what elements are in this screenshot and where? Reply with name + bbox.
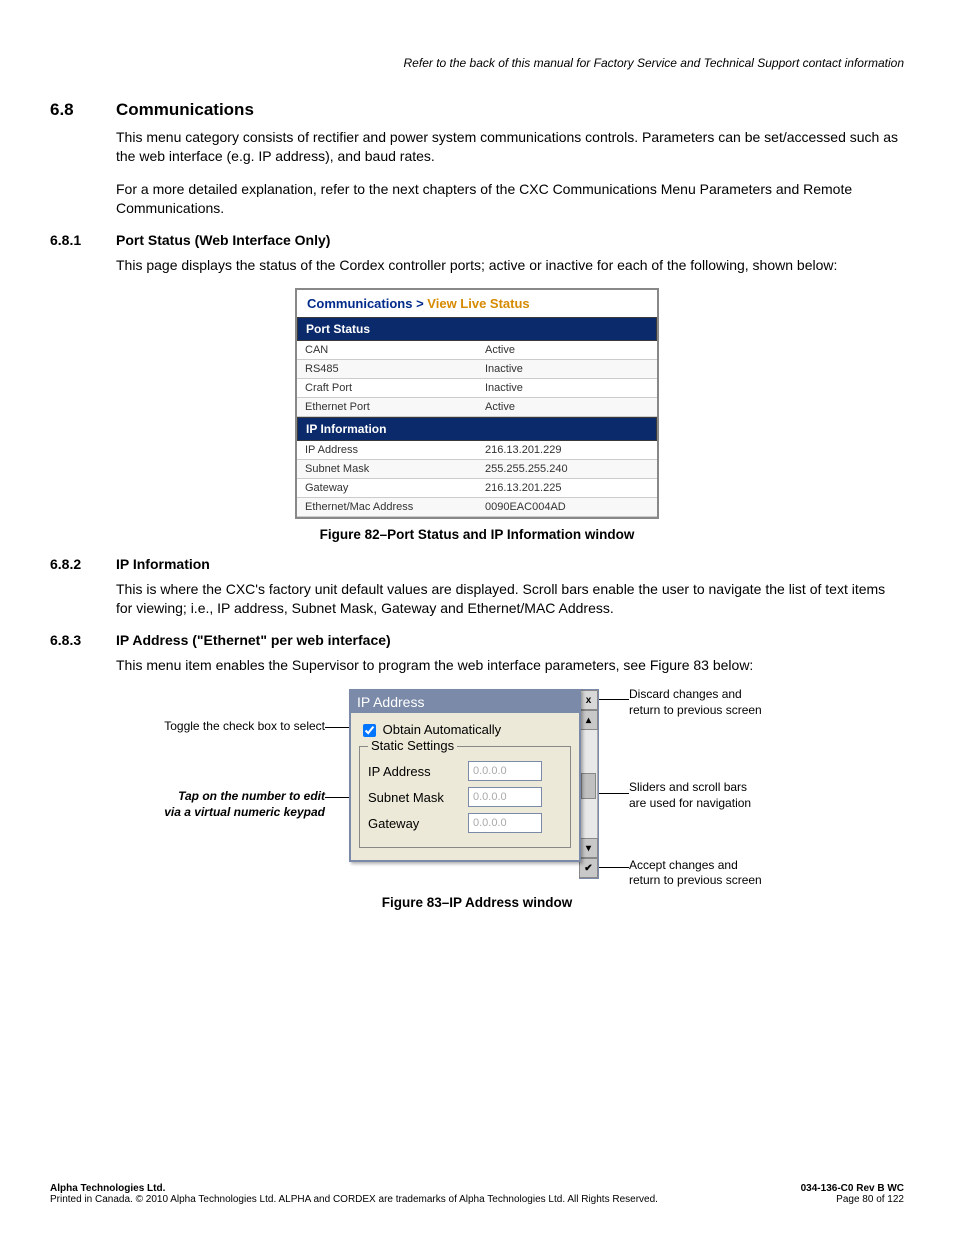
ip-address-input[interactable] xyxy=(468,761,542,781)
cell-label: Ethernet Port xyxy=(297,398,477,416)
paragraph: This menu item enables the Supervisor to… xyxy=(116,656,904,675)
callout-text: are used for navigation xyxy=(629,796,751,810)
ip-address-figure: Toggle the check box to select Tap on th… xyxy=(50,689,904,889)
callout-text: Tap on the number to edit xyxy=(178,789,325,803)
ip-address-dialog: IP Address Obtain Automatically Static S… xyxy=(349,689,581,862)
field-label: Gateway xyxy=(368,816,468,831)
cell-label: Subnet Mask xyxy=(297,460,477,478)
callout-line xyxy=(599,793,629,794)
cell-value: Inactive xyxy=(477,379,657,397)
table-row: RS485Inactive xyxy=(297,360,657,379)
breadcrumb-part: View Live Status xyxy=(427,296,529,311)
table-row: Gateway216.13.201.225 xyxy=(297,479,657,498)
cell-value: 255.255.255.240 xyxy=(477,460,657,478)
subsection-title: Port Status (Web Interface Only) xyxy=(116,232,330,248)
callout-text: Accept changes and xyxy=(629,858,738,872)
field-label: IP Address xyxy=(368,764,468,779)
cell-label: RS485 xyxy=(297,360,477,378)
paragraph: This menu category consists of rectifier… xyxy=(116,128,904,166)
cell-value: 0090EAC004AD xyxy=(477,498,657,516)
scroll-track[interactable] xyxy=(579,730,598,838)
scroll-column: x ▴ ▾ ✔ xyxy=(579,689,599,879)
ip-information-header: IP Information xyxy=(297,417,657,441)
cell-value: Inactive xyxy=(477,360,657,378)
footer-company: Alpha Technologies Ltd. xyxy=(50,1183,165,1194)
cell-value: 216.13.201.229 xyxy=(477,441,657,459)
field-row: Gateway xyxy=(368,813,562,833)
field-row: Subnet Mask xyxy=(368,787,562,807)
footer-doc: 034-136-C0 Rev B WC xyxy=(801,1183,904,1194)
breadcrumb-separator: > xyxy=(412,296,427,311)
figure-caption: Figure 82–Port Status and IP Information… xyxy=(50,527,904,542)
cell-value: Active xyxy=(477,341,657,359)
subsection-number: 6.8.2 xyxy=(50,556,116,572)
table-row: Craft PortInactive xyxy=(297,379,657,398)
paragraph: For a more detailed explanation, refer t… xyxy=(116,180,904,218)
table-row: CANActive xyxy=(297,341,657,360)
table-row: Ethernet/Mac Address0090EAC004AD xyxy=(297,498,657,517)
callout-text: Toggle the check box to select xyxy=(115,719,325,733)
port-status-window: Communications > View Live Status Port S… xyxy=(295,288,659,519)
paragraph: This page displays the status of the Cor… xyxy=(116,256,904,275)
table-row: Ethernet PortActive xyxy=(297,398,657,417)
subsection-title: IP Information xyxy=(116,556,210,572)
scroll-up-button[interactable]: ▴ xyxy=(579,710,598,730)
accept-button[interactable]: ✔ xyxy=(579,858,598,878)
cell-label: Craft Port xyxy=(297,379,477,397)
header-note: Refer to the back of this manual for Fac… xyxy=(50,56,904,70)
obtain-automatically-checkbox[interactable] xyxy=(363,724,376,737)
table-row: Subnet Mask255.255.255.240 xyxy=(297,460,657,479)
fieldset-legend: Static Settings xyxy=(368,738,457,753)
callout-line xyxy=(325,727,349,728)
scroll-down-button[interactable]: ▾ xyxy=(579,838,598,858)
cell-label: IP Address xyxy=(297,441,477,459)
cell-label: Gateway xyxy=(297,479,477,497)
cell-value: 216.13.201.225 xyxy=(477,479,657,497)
footer-legal: Printed in Canada. © 2010 Alpha Technolo… xyxy=(50,1194,658,1205)
dialog-title-text: IP Address xyxy=(357,694,424,710)
callout-text: return to previous screen xyxy=(629,703,762,717)
breadcrumb-part: Communications xyxy=(307,296,412,311)
footer-page: Page 80 of 122 xyxy=(836,1194,904,1205)
callout-text: Discard changes and xyxy=(629,687,742,701)
section-title: Communications xyxy=(116,100,254,120)
subsection-number: 6.8.1 xyxy=(50,232,116,248)
subsection-title: IP Address ("Ethernet" per web interface… xyxy=(116,632,391,648)
page-footer: Alpha Technologies Ltd. Printed in Canad… xyxy=(50,1183,904,1205)
cell-value: Active xyxy=(477,398,657,416)
paragraph: This is where the CXC's factory unit def… xyxy=(116,580,904,618)
checkbox-label: Obtain Automatically xyxy=(383,722,502,737)
cell-label: CAN xyxy=(297,341,477,359)
port-status-header: Port Status xyxy=(297,317,657,341)
status-breadcrumb: Communications > View Live Status xyxy=(297,290,657,317)
callout-line xyxy=(599,867,629,868)
callout-line xyxy=(325,797,349,798)
table-row: IP Address216.13.201.229 xyxy=(297,441,657,460)
section-number: 6.8 xyxy=(50,100,116,120)
close-button[interactable]: x xyxy=(579,690,598,710)
callout-text: Sliders and scroll bars xyxy=(629,780,747,794)
field-label: Subnet Mask xyxy=(368,790,468,805)
subnet-mask-input[interactable] xyxy=(468,787,542,807)
cell-label: Ethernet/Mac Address xyxy=(297,498,477,516)
callout-text: via a virtual numeric keypad xyxy=(164,805,325,819)
field-row: IP Address xyxy=(368,761,562,781)
subsection-number: 6.8.3 xyxy=(50,632,116,648)
scroll-thumb[interactable] xyxy=(581,773,596,799)
figure-caption: Figure 83–IP Address window xyxy=(50,895,904,910)
gateway-input[interactable] xyxy=(468,813,542,833)
callout-text: return to previous screen xyxy=(629,873,762,887)
callout-line xyxy=(599,699,629,700)
